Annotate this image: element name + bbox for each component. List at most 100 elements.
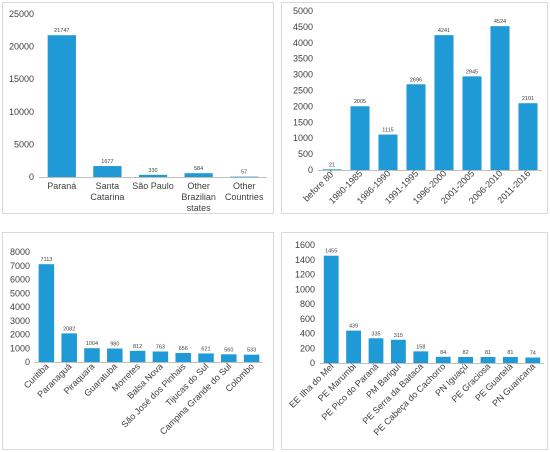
y-tick-label: 4000: [10, 302, 30, 312]
chart-panel-origin: 0 5000 10000 15000 20000 25000 21747 Paraná 1677…: [2, 2, 274, 214]
y-tick-label: 7000: [10, 261, 30, 271]
bar: [413, 351, 429, 363]
y-tick-label: 3000: [293, 70, 313, 80]
y-tick-label: 600: [300, 314, 315, 324]
data-label: 980: [110, 342, 119, 348]
y-tick-label: 0: [29, 172, 34, 182]
bar: [84, 348, 100, 362]
y-tick-label: 20000: [9, 42, 34, 52]
bar: [350, 106, 370, 170]
bar: [107, 348, 123, 362]
y-tick-label: 400: [300, 329, 315, 339]
y-tick-label: 1000: [293, 133, 313, 143]
y-tick-label: 500: [298, 149, 313, 159]
data-label: 584: [194, 166, 203, 172]
y-tick-label: 5000: [10, 288, 30, 298]
y-tick-label: 0: [310, 358, 315, 368]
y-tick-label: 0: [25, 357, 30, 367]
data-label: 812: [133, 344, 142, 350]
data-label: 74: [530, 351, 536, 357]
y-tick-label: 2500: [293, 86, 313, 96]
y-tick-label: 1000: [10, 343, 30, 353]
bar: [175, 352, 191, 362]
chart-panel-protected-area: 0 200 400 600 800 1000 1200 1400 1600 1455 EE Ilha…: [281, 232, 548, 450]
y-tick-label: 200: [300, 343, 315, 353]
y-tick-label: 15000: [9, 74, 34, 84]
data-label: 315: [394, 333, 403, 339]
data-label: 4524: [494, 19, 506, 25]
data-label: 1677: [101, 159, 113, 165]
chart-period: 0 500 1000 1500 2000 2500 3000 3500 4000 4500 5000…: [293, 6, 542, 206]
chart-panel-municipality: 0 1000 2000 3000 4000 5000 6000 7000 8000 7113 Cur…: [2, 232, 274, 450]
bar: [503, 357, 518, 363]
bar: [346, 330, 361, 363]
x-tick-label: Other Countries: [225, 181, 264, 202]
data-label: 1455: [325, 249, 337, 255]
y-tick-label: 800: [300, 299, 315, 309]
bar: [435, 356, 451, 363]
y-tick-label: 2000: [10, 330, 30, 340]
y-tick-label: 4000: [293, 38, 313, 48]
x-tick-label: Other Brazilian states: [181, 181, 216, 213]
chart-panel-period: 0 500 1000 1500 2000 2500 3000 3500 4000 4500 5000…: [281, 2, 548, 214]
bar: [458, 356, 473, 363]
data-label: 656: [179, 346, 188, 352]
data-label: 21: [329, 162, 335, 168]
data-label: 621: [201, 346, 210, 352]
y-tick-label: 8000: [10, 247, 30, 257]
data-label: 330: [148, 168, 157, 174]
data-label: 533: [247, 348, 256, 354]
bar: [61, 333, 77, 362]
bar: [322, 169, 342, 170]
data-label: 158: [416, 344, 425, 350]
bar: [93, 166, 122, 177]
data-label: 7113: [40, 257, 52, 263]
bar: [47, 35, 76, 177]
bar: [38, 264, 55, 362]
data-label: 81: [507, 350, 513, 356]
y-tick-label: 0: [308, 165, 313, 175]
x-tick-label: Santa Catarina: [90, 181, 124, 202]
bar: [434, 35, 454, 170]
chart-origin: 0 5000 10000 15000 20000 25000 21747 Paraná 1677…: [9, 9, 267, 213]
bar: [243, 354, 260, 362]
bar: [198, 353, 214, 362]
data-label: 84: [440, 350, 446, 356]
y-tick-label: 1400: [295, 255, 315, 265]
data-label: 439: [349, 324, 358, 330]
y-tick-label: 1200: [295, 270, 315, 280]
bar: [221, 354, 237, 362]
data-label: 1004: [86, 341, 98, 347]
chart-municipality: 0100020003000400050006000700080007113Cur…: [10, 247, 263, 437]
x-tick-label: São Paulo: [132, 181, 174, 191]
data-label: 2082: [63, 326, 75, 332]
bar: [152, 351, 169, 362]
y-tick-label: 10000: [9, 107, 34, 117]
y-tick-label: 3500: [293, 54, 313, 64]
bar: [406, 84, 426, 170]
data-label: 2005: [354, 99, 366, 105]
data-label: 4241: [438, 28, 450, 34]
data-label: 335: [371, 331, 380, 337]
bar: [184, 173, 213, 177]
bar: [391, 339, 406, 363]
y-tick-label: 1500: [293, 117, 313, 127]
y-tick-label: 4500: [293, 22, 313, 32]
data-label: 57: [241, 170, 247, 176]
y-tick-label: 6000: [10, 275, 30, 285]
y-tick-label: 25000: [9, 9, 34, 19]
bar: [230, 176, 259, 178]
data-label: 81: [485, 350, 491, 356]
bar: [525, 357, 541, 363]
data-label: 560: [224, 347, 233, 353]
data-label: 82: [463, 350, 469, 356]
x-tick-label: Paraná: [47, 181, 76, 191]
data-label: 2696: [410, 77, 422, 83]
data-label: 763: [156, 345, 165, 351]
y-tick-label: 1000: [295, 284, 315, 294]
bar: [323, 255, 339, 363]
data-label: 2945: [466, 69, 478, 75]
bar: [368, 338, 384, 363]
bar: [490, 26, 510, 171]
